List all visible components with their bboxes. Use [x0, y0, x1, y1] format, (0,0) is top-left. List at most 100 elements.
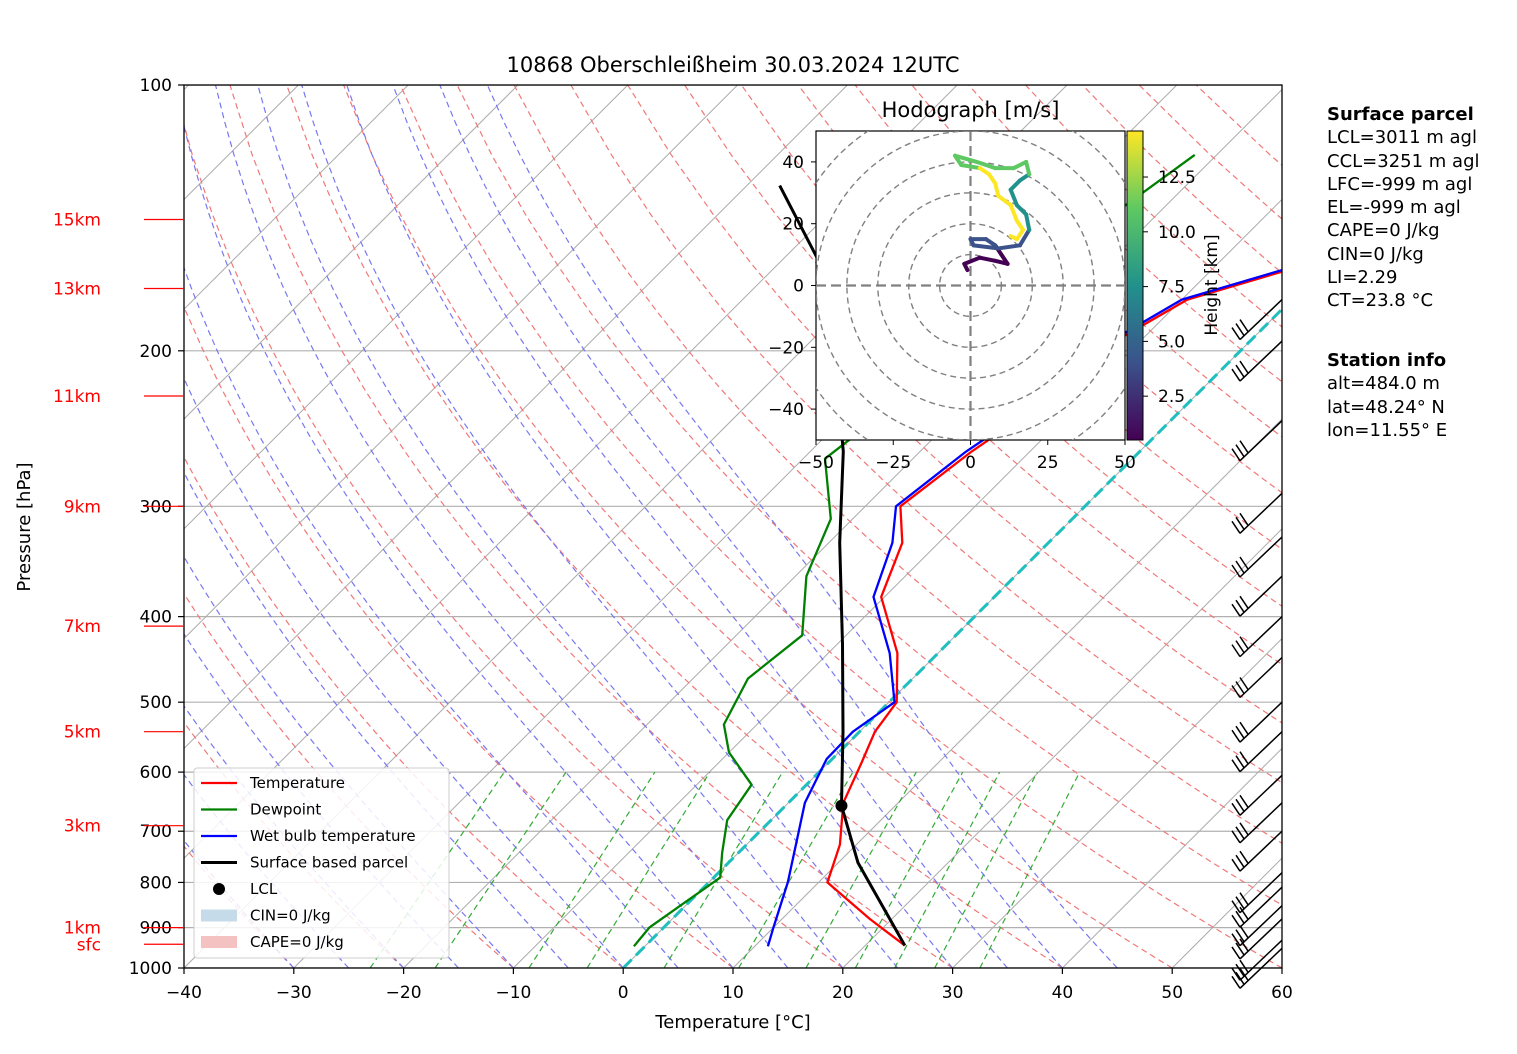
hodograph-segment [971, 243, 1001, 251]
moist-adiabat [486, 85, 1118, 968]
wind-barb-feather [1231, 946, 1241, 960]
x-tick-label: 60 [1271, 983, 1293, 1003]
wind-barb [1231, 872, 1283, 914]
wind-barb [1231, 492, 1283, 534]
wind-barb-feather [1231, 603, 1241, 617]
hodograph-x-tick-label: −50 [798, 453, 834, 473]
wind-barb-feather [1235, 599, 1245, 613]
station-line: lon=11.55° E [1327, 419, 1448, 441]
y-tick-label: 200 [140, 342, 172, 362]
legend-box [193, 767, 450, 959]
wind-barb-feather [1239, 967, 1249, 981]
hodograph-segment [1008, 187, 1019, 208]
wind-barb-feather [1231, 368, 1241, 382]
dry-adiabat [184, 122, 844, 968]
wind-barb [1231, 575, 1283, 617]
x-tick-label: 20 [832, 983, 854, 1003]
wind-barb-feather [1235, 516, 1245, 530]
wind-barb-feather [1239, 938, 1249, 952]
legend-label: CIN=0 J/kg [250, 907, 331, 925]
hodograph-segment [993, 181, 1001, 198]
legend-label: Temperature [249, 774, 345, 792]
isotherm-line [184, 85, 409, 310]
hodograph-x-tick-label: 50 [1114, 453, 1136, 473]
wind-barb-feather [1235, 560, 1245, 574]
parcel-line: CAPE=0 J/kg [1327, 220, 1440, 242]
isotherm-line [184, 85, 848, 750]
colorbar [1126, 130, 1144, 441]
wind-barb [1231, 905, 1283, 947]
parcel-line: CT=23.8 °C [1327, 290, 1434, 312]
dry-adiabat [184, 305, 734, 968]
hodograph-segment [1008, 234, 1019, 242]
wind-barb-feather [1239, 721, 1249, 735]
hodograph-segment [977, 255, 998, 263]
wind-barb [1231, 830, 1283, 872]
wind-barb-staff [1239, 656, 1283, 699]
y-tick-label: 900 [140, 919, 172, 939]
wind-barb-feather [1235, 681, 1245, 694]
hodograph-segment [996, 193, 1013, 208]
legend-label: Surface based parcel [250, 854, 408, 872]
wind-barb [1231, 731, 1283, 773]
wind-barb [1231, 802, 1283, 844]
mixing-ratio-line [434, 771, 567, 968]
x-tick-label: 0 [618, 983, 629, 1003]
mixing-ratio-line [663, 771, 784, 968]
height-label: 15km [53, 210, 101, 230]
wind-barb-feather [1239, 925, 1249, 939]
wind-barb-feather [1239, 319, 1249, 333]
wind-barb [1231, 939, 1283, 981]
wind-barb-feather [1231, 967, 1241, 981]
wind-barb-feather [1235, 896, 1245, 910]
legend-swatch [201, 909, 237, 922]
moist-adiabat [439, 85, 1063, 968]
wind-barb-staff [1239, 918, 1283, 960]
dry-adiabat [854, 85, 1282, 494]
parcel-line: CIN=0 J/kg [1327, 243, 1424, 265]
wind-barb-feather [1239, 959, 1249, 973]
hodograph-segment [953, 153, 979, 164]
hodograph-segment [1008, 203, 1019, 223]
wind-barb-feather [1231, 644, 1241, 658]
wind-barb-feather [1235, 364, 1245, 378]
hodograph-segment [1024, 212, 1032, 232]
isotherm-line [952, 637, 1282, 968]
wind-barb-feather [1235, 323, 1245, 337]
mixing-ratio-line [934, 771, 1038, 968]
hodograph-segment [1011, 159, 1029, 171]
wind-barb-feather [1235, 755, 1245, 769]
wind-barb [1231, 886, 1283, 928]
wind-barb [1231, 616, 1283, 658]
height-label: 5km [64, 723, 101, 743]
x-tick-label: −10 [495, 983, 531, 1003]
hodograph-title: Hodograph [m/s] [882, 98, 1060, 122]
wind-barb-staff [1239, 802, 1283, 844]
wind-barb-feather [1231, 564, 1241, 578]
parcel-line: LI=2.29 [1327, 267, 1398, 289]
x-tick-label: 10 [722, 983, 744, 1003]
legend-swatch [201, 936, 237, 948]
x-tick-label: 50 [1161, 983, 1183, 1003]
station-info-heading: Station info [1327, 350, 1447, 371]
y-tick-label: 500 [140, 693, 172, 713]
wind-barb-feather [1235, 725, 1245, 739]
hodograph-segment [1014, 203, 1029, 217]
hodograph-segment [959, 162, 982, 171]
hodograph-y-tick-label: 40 [782, 153, 804, 173]
x-tick-label: 30 [942, 983, 964, 1003]
mixing-ratio-line [738, 771, 854, 968]
station-info-panel: Station info alt=484.0 m lat=48.24° N lo… [1327, 349, 1447, 442]
hodograph-y-tick-label: 20 [782, 215, 804, 235]
freezing-level-line [622, 307, 1282, 968]
wind-barb-feather [1231, 975, 1241, 989]
mixing-ratio-line [854, 771, 964, 968]
isotherm-line [1062, 747, 1282, 968]
hodograph-y-tick-label: −40 [768, 400, 804, 420]
legend-label: Dewpoint [250, 801, 321, 819]
wind-barb-staff [1239, 536, 1283, 578]
wind-barb-feather [1231, 448, 1241, 462]
surface-parcel-panel: Surface parcel LCL=3011 m agl CCL=3251 m… [1327, 103, 1480, 313]
x-tick-label: −20 [386, 983, 422, 1003]
